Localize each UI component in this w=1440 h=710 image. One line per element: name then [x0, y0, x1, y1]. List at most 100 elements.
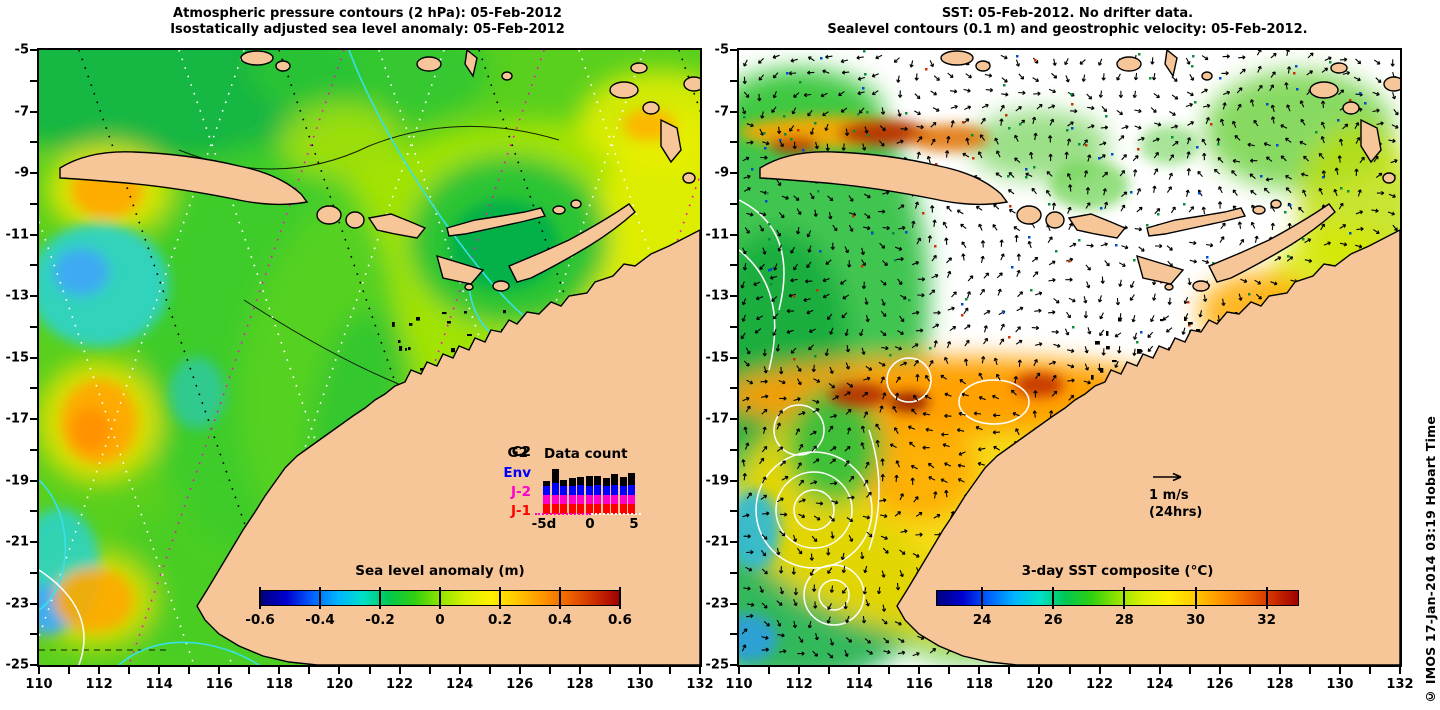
- legend-label-c2: C2: [511, 444, 531, 460]
- sea-level-anomaly-map: Sea level anomaly (m) -0.6 -0.4 -0.2 0 0.2 0.…: [6, 43, 714, 693]
- histogram-segment: [543, 481, 550, 486]
- y-axis-tickmark: [730, 79, 739, 82]
- histogram-segment: [577, 485, 584, 495]
- x-axis-tick-label: 118: [265, 677, 293, 692]
- colorbar-tickmark: [259, 587, 261, 609]
- y-axis-tickmark: [30, 664, 39, 666]
- legend-label-j-2: J-2: [510, 484, 531, 500]
- x-axis-tickmark: [888, 665, 891, 674]
- velocity-scale-arrow-icon: [1153, 472, 1182, 482]
- histogram-segment: [543, 495, 550, 504]
- y-axis-tick-label: -15: [5, 350, 30, 365]
- colorbar-tickmark: [1052, 587, 1055, 609]
- y-axis-tickmark: [730, 264, 739, 267]
- histogram-segment: [619, 486, 627, 495]
- y-axis-tickmark: [30, 479, 39, 482]
- histogram-bar: [568, 478, 576, 514]
- y-axis-tick-label: -17: [705, 411, 730, 427]
- x-axis-tickmark: [608, 665, 611, 674]
- x-axis-tick-label: 116: [205, 677, 233, 692]
- y-axis-tick-label: -19: [5, 473, 30, 488]
- x-axis-tick-label: 122: [1085, 677, 1114, 692]
- histogram-x-tick-label: 0: [585, 516, 595, 532]
- colorbar-tick-label: -0.6: [245, 612, 275, 628]
- x-axis-tickmark: [1188, 665, 1191, 674]
- histogram-segment: [628, 485, 635, 495]
- velocity-scale-key: 1 m/s (24hrs): [1149, 470, 1202, 521]
- y-axis-tick-label: -19: [705, 473, 730, 488]
- histogram-segment: [602, 486, 610, 495]
- x-axis-tickmark: [98, 665, 101, 674]
- y-axis-tick-label: -21: [705, 534, 730, 550]
- x-axis-tickmark: [948, 665, 951, 674]
- x-axis-tickmark: [918, 665, 921, 674]
- x-axis-tickmark: [38, 665, 40, 674]
- colorbar-tick-label: 28: [1114, 612, 1134, 628]
- y-axis-tickmark: [730, 664, 739, 666]
- y-axis-tick-label: -11: [5, 227, 30, 242]
- x-axis-tick-label: 130: [626, 677, 654, 692]
- y-axis-tickmark: [30, 418, 39, 420]
- x-axis-tickmark: [398, 665, 401, 674]
- colorbar-tickmark: [981, 587, 984, 609]
- colorbar-tick-label: 0.4: [548, 612, 572, 628]
- x-axis-tick-label: 112: [85, 677, 113, 692]
- x-axis-tickmark: [1399, 665, 1401, 674]
- histogram-bar: [551, 469, 559, 514]
- colorbar-tick-label: 0: [435, 612, 445, 628]
- x-axis-tickmark: [1068, 665, 1071, 674]
- x-axis-tickmark: [518, 665, 521, 674]
- x-axis-tickmark: [1278, 665, 1281, 674]
- y-axis-tick-label: -7: [14, 104, 29, 119]
- histogram-segment: [551, 469, 559, 483]
- legend-label-g2: G2: [507, 445, 528, 461]
- histogram-bar: [602, 478, 610, 514]
- histogram-bar: [619, 477, 627, 514]
- histogram-segment: [568, 504, 576, 514]
- histogram-segment: [577, 495, 584, 504]
- histogram-segment: [568, 495, 576, 504]
- right-title-line2: Sealevel contours (0.1 m) and geostrophi…: [827, 22, 1308, 37]
- colorbar-tickmark: [319, 587, 321, 609]
- histogram-segment: [594, 476, 601, 485]
- histogram-bar: [577, 477, 584, 514]
- y-axis-tick-label: -17: [5, 411, 30, 427]
- sst-colorbar-gradient: [936, 590, 1299, 606]
- sea-level-anomaly-colorbar: Sea level anomaly (m) -0.6 -0.4 -0.2 0 0.2 0.…: [245, 563, 632, 628]
- right-panel-title: SST: 05-Feb-2012. No drifter data. Seale…: [737, 6, 1398, 38]
- colorbar-tickmark: [1265, 587, 1268, 609]
- x-axis-tick-label: 126: [1206, 677, 1234, 692]
- x-axis-tickmark: [278, 665, 281, 674]
- x-axis-tickmark: [1128, 665, 1131, 674]
- y-axis-tickmark: [30, 202, 39, 205]
- y-axis-tickmark: [730, 387, 739, 390]
- histogram-bar: [585, 476, 593, 514]
- histogram-segment: [619, 495, 627, 504]
- y-axis-tickmark: [730, 448, 739, 451]
- histogram-segment: [628, 473, 635, 485]
- y-axis-tick-label: -25: [705, 657, 730, 673]
- histogram-segment: [551, 504, 559, 514]
- data-count-legend-row: J-2: [447, 484, 531, 500]
- histogram-segment: [585, 486, 593, 495]
- x-axis-tickmark: [1038, 665, 1041, 674]
- histogram-bar: [560, 480, 567, 514]
- histogram-segment: [619, 504, 627, 514]
- x-axis-tickmark: [128, 665, 131, 674]
- y-axis-tick-label: -13: [5, 288, 30, 304]
- y-axis-tickmark: [30, 110, 39, 113]
- histogram-segment: [594, 495, 601, 504]
- histogram-segment: [577, 504, 584, 514]
- data-count-legend-row: C2 G2: [447, 444, 531, 461]
- y-axis-tickmark: [730, 356, 739, 359]
- y-axis-tickmark: [730, 602, 739, 605]
- x-axis-tick-label: 124: [446, 677, 474, 692]
- colorbar-tickmark: [558, 587, 561, 609]
- left-title-line1: Atmospheric pressure contours (2 hPa): 0…: [173, 6, 562, 21]
- y-axis-tickmark: [730, 295, 739, 297]
- colorbar-tickmark: [378, 587, 381, 609]
- y-axis-tickmark: [730, 510, 739, 513]
- x-axis-tick-label: 118: [965, 677, 993, 692]
- data-count-legend-row: J-1: [447, 504, 531, 518]
- colorbar-tick-label: 26: [1043, 612, 1063, 628]
